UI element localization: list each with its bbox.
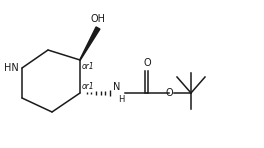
Text: N: N <box>113 82 120 92</box>
Text: O: O <box>143 58 151 68</box>
Text: HN: HN <box>4 63 19 73</box>
Polygon shape <box>80 27 100 60</box>
Text: or1: or1 <box>82 62 95 71</box>
Text: OH: OH <box>91 14 106 24</box>
Text: O: O <box>165 88 173 98</box>
Text: H: H <box>118 95 124 104</box>
Text: or1: or1 <box>82 82 95 91</box>
